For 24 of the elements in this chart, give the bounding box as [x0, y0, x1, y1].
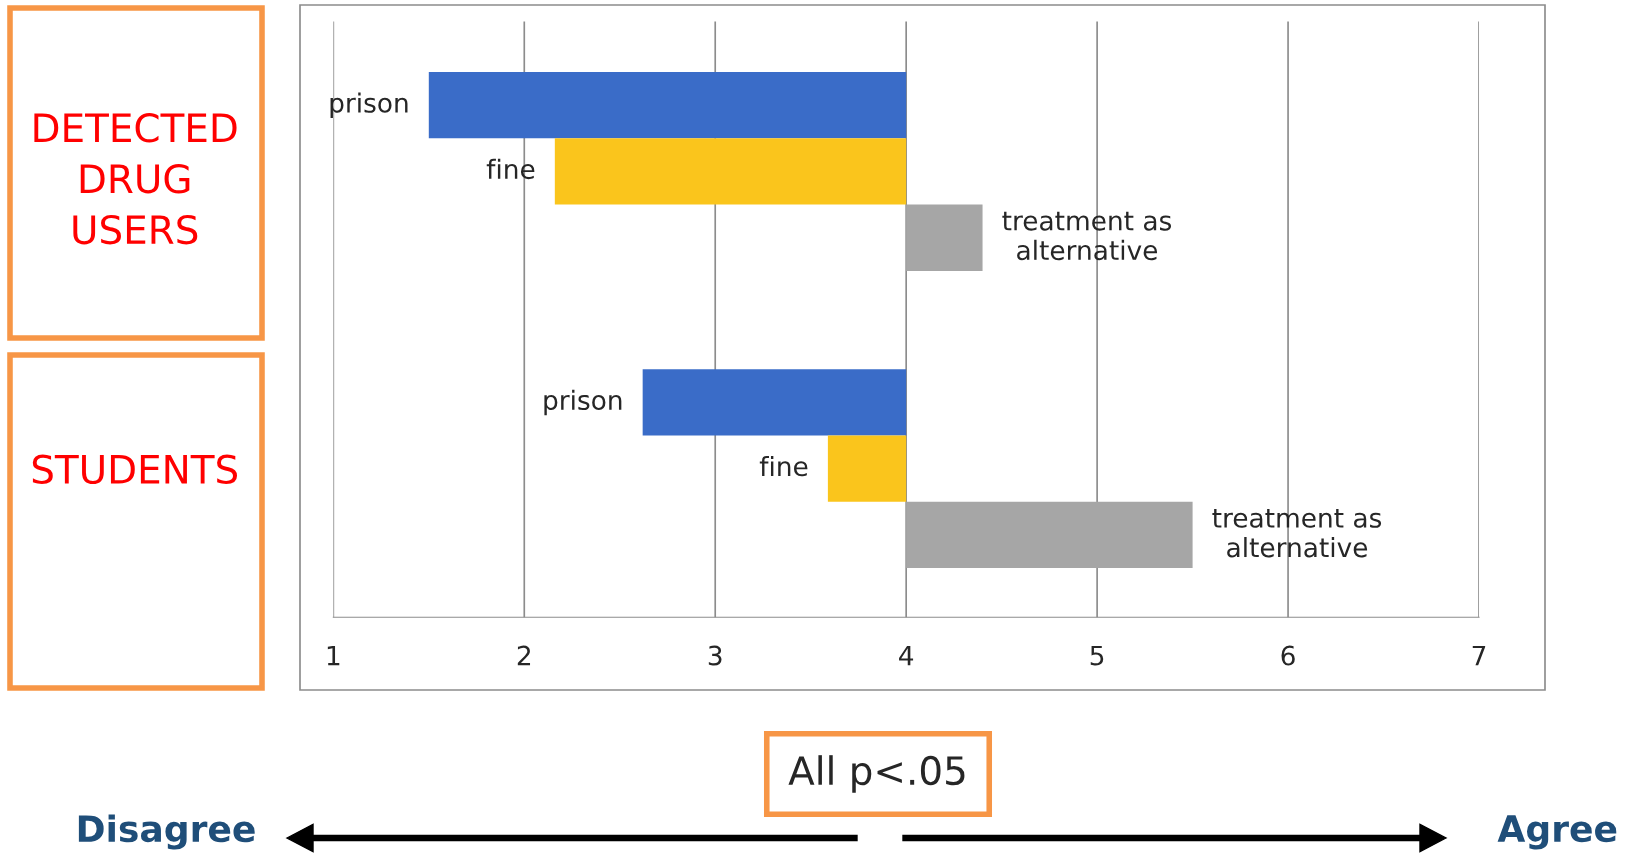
series-label: fine: [486, 158, 535, 180]
series-label: prison: [544, 389, 622, 416]
text: All p<.05: [788, 755, 965, 793]
x-tick-label: 4: [899, 645, 914, 666]
text: Disagree: [78, 814, 255, 850]
bar: [642, 369, 907, 436]
bar: [428, 72, 907, 139]
x-tick-label: 6: [1281, 645, 1295, 666]
x-tick-label: 7: [1472, 645, 1486, 666]
x-tick-label: 5: [1090, 645, 1104, 666]
x-tick-label: 1: [327, 645, 340, 666]
text: fine: [759, 455, 808, 477]
text: Agree: [1497, 815, 1617, 850]
bar: [906, 204, 983, 271]
x-tick-label: 2: [517, 645, 531, 666]
bar: [554, 138, 907, 205]
text: treatment as alternative: [1212, 508, 1382, 558]
x-tick-label: 3: [708, 645, 722, 666]
series-label: treatment as alternative: [1002, 211, 1172, 261]
y-tick-label: STUDENTS: [32, 454, 238, 485]
bar: [906, 501, 1193, 569]
y-tick-label: DETECTED DRUG USERS: [34, 113, 237, 245]
text: prison: [330, 92, 408, 118]
bar: [827, 435, 907, 502]
